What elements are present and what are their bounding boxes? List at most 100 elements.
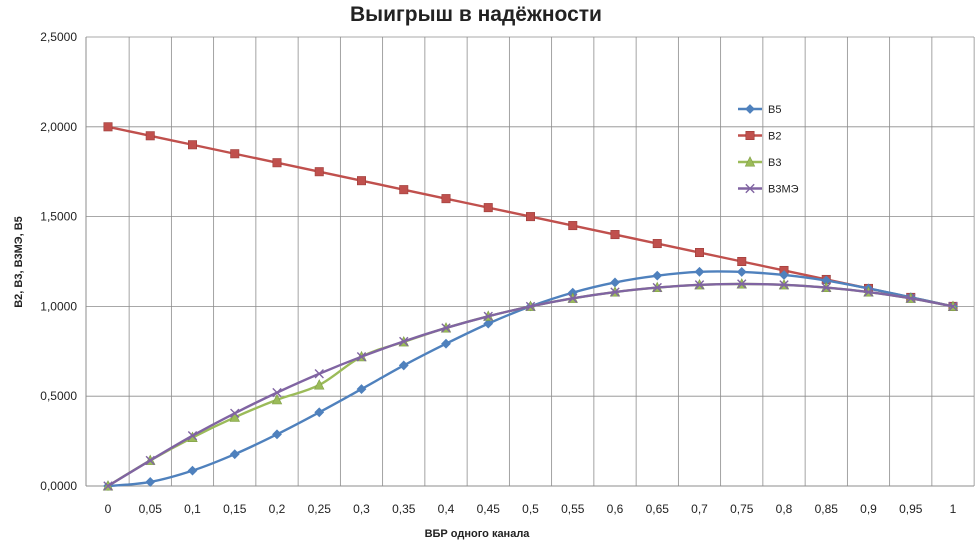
data-point — [906, 293, 916, 304]
data-point — [314, 167, 324, 177]
data-point — [736, 267, 747, 277]
data-point — [441, 338, 451, 349]
x-tick-label: 0 — [105, 502, 112, 516]
data-point — [568, 293, 578, 304]
x-tick-label: 0,1 — [184, 502, 201, 516]
data-point — [145, 455, 155, 466]
data-point — [441, 323, 451, 333]
x-tick-label: 0,2 — [269, 502, 286, 516]
data-point — [525, 301, 536, 312]
marker-stroke — [314, 369, 324, 379]
data-point — [187, 465, 198, 476]
legend: В5 В2 В3 В3МЭ — [738, 104, 799, 196]
data-point — [483, 203, 493, 213]
data-point — [398, 360, 409, 371]
data-point — [314, 379, 325, 390]
data-point — [103, 481, 113, 491]
x-tick-label: 0,95 — [899, 502, 923, 516]
data-point — [356, 351, 367, 362]
data-point — [568, 221, 578, 231]
marker-stroke — [187, 431, 198, 441]
legend-label: В3 — [768, 157, 781, 169]
data-point — [399, 185, 409, 195]
data-point — [610, 277, 620, 288]
marker-stroke — [863, 287, 874, 297]
data-point — [187, 431, 198, 441]
marker-stroke — [610, 287, 620, 297]
x-tick-label: 0,45 — [477, 502, 501, 516]
marker-stroke — [399, 336, 409, 347]
data-point — [694, 280, 705, 290]
marker-stroke — [525, 301, 536, 312]
marker-stroke — [906, 293, 916, 304]
legend-entry: В3 — [738, 156, 781, 169]
marker-stroke — [272, 387, 282, 398]
data-point — [145, 131, 155, 141]
x-tick-label: 0,75 — [730, 502, 754, 516]
data-point — [694, 266, 705, 277]
y-tick-label: 2,0000 — [40, 120, 77, 134]
marker-stroke — [441, 323, 451, 333]
data-point — [399, 336, 409, 347]
data-point — [821, 282, 831, 293]
data-point — [652, 270, 663, 281]
legend-entry: В5 — [738, 104, 781, 116]
y-tick-label: 2,5000 — [40, 30, 77, 44]
x-tick-label: 0,05 — [139, 502, 163, 516]
x-tick-label: 0,35 — [392, 502, 416, 516]
x-tick-label: 0,3 — [353, 502, 370, 516]
x-tick-label: 0,4 — [438, 502, 455, 516]
marker-stroke — [483, 311, 493, 321]
x-axis-title: ВБР одного канала — [425, 528, 531, 540]
axes — [85, 37, 974, 487]
data-point — [145, 477, 156, 487]
x-tick-label: 0,5 — [522, 502, 539, 516]
legend-label: В5 — [768, 104, 781, 116]
x-tick-label: 0,15 — [223, 502, 247, 516]
data-point — [272, 387, 282, 398]
data-point — [314, 369, 324, 379]
data-point — [271, 393, 283, 405]
legend-swatch-marker — [745, 131, 755, 141]
legend-swatch-marker — [744, 156, 756, 167]
x-tick-label: 0,55 — [561, 502, 585, 516]
data-point — [863, 287, 874, 297]
x-tick-label: 0,8 — [776, 502, 793, 516]
marker-stroke — [103, 481, 113, 491]
data-point — [356, 176, 366, 186]
data-point — [652, 282, 662, 293]
legend-entry: В2 — [738, 131, 781, 143]
data-point — [230, 408, 240, 418]
marker-stroke — [230, 408, 240, 418]
data-point — [737, 279, 747, 289]
marker-stroke — [737, 279, 747, 289]
x-tick-label: 0,25 — [308, 502, 332, 516]
x-tick-label: 0,65 — [646, 502, 670, 516]
series-3 — [102, 278, 959, 491]
legend-label: В2 — [768, 131, 781, 143]
data-point — [948, 301, 958, 312]
series-lines — [102, 122, 959, 491]
x-tick-label: 1 — [950, 502, 957, 516]
marker-stroke — [948, 301, 958, 312]
marker-stroke — [652, 282, 662, 293]
data-point — [230, 149, 240, 159]
x-tick-label: 0,9 — [860, 502, 877, 516]
y-tick-label: 1,5000 — [40, 210, 77, 224]
marker-stroke — [745, 183, 755, 194]
x-tick-labels: 0 0,05 0,1 0,15 0,2 0,25 0,3 0,35 0,4 0,45 0,5 0,55… — [105, 502, 957, 516]
data-point — [188, 140, 198, 150]
marker-stroke — [821, 282, 831, 293]
data-point — [229, 411, 240, 422]
data-point — [652, 239, 662, 249]
data-point — [483, 318, 494, 329]
y-tick-label: 1,0000 — [40, 299, 77, 313]
data-point — [779, 280, 789, 290]
data-point — [314, 407, 325, 418]
data-point — [483, 311, 493, 321]
legend-label: В3МЭ — [768, 184, 799, 196]
data-point — [610, 230, 620, 240]
legend-swatch-marker — [745, 104, 755, 114]
